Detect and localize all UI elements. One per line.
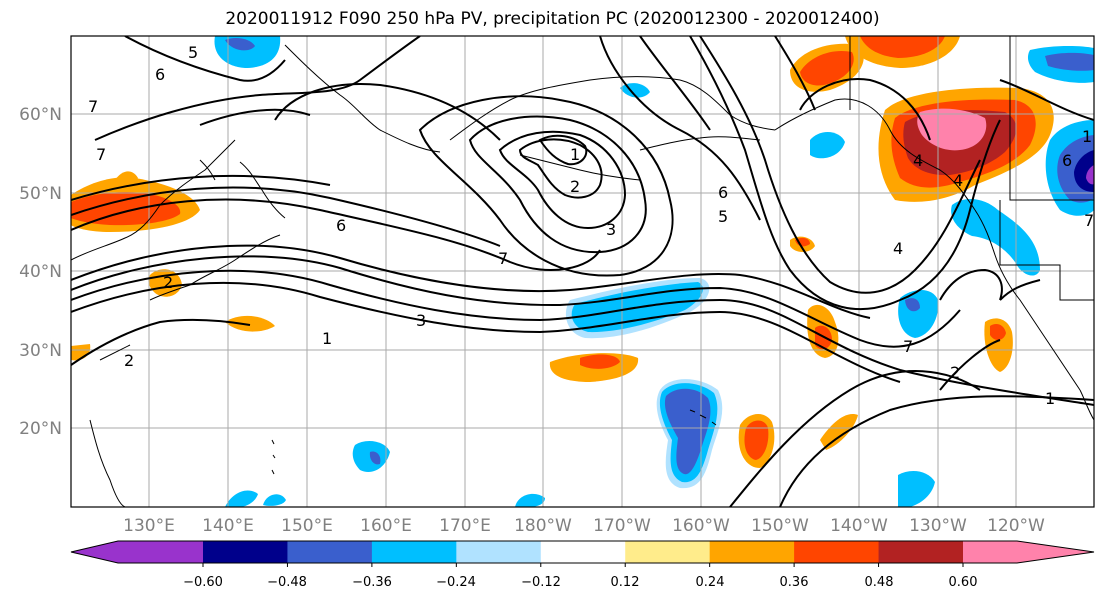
colorbar-tick-label: 0.60: [949, 575, 978, 590]
lon-label: 140°W: [830, 516, 888, 536]
colorbar-tick-label: −0.24: [436, 575, 476, 590]
colorbar-cell: [709, 541, 795, 563]
lon-label: 130°E: [123, 516, 175, 536]
map-frame: [70, 35, 1095, 508]
contour-labels: 5 6 7 7 6 2 2 1 3 7 1 2 3 6 5 4 7 2 1 6 …: [88, 43, 1094, 408]
latitude-labels: 60°N 50°N 40°N 30°N 20°N: [19, 105, 62, 439]
colorbar-tick-label: 0.36: [780, 575, 809, 590]
lon-label: 150°W: [751, 516, 809, 536]
colorbar-tick-label: −0.12: [521, 575, 561, 590]
pv-contours: [71, 36, 1094, 507]
lat-label-50n: 50°N: [19, 184, 62, 204]
lon-label: 180°W: [514, 516, 572, 536]
lat-label-40n: 40°N: [19, 262, 62, 282]
lon-label: 120°W: [987, 516, 1045, 536]
contour-label: 7: [1084, 211, 1094, 230]
contour-label: 7: [88, 97, 98, 116]
contour-label: 4: [893, 239, 903, 258]
contour-label: 7: [903, 337, 913, 356]
lon-label: 170°W: [593, 516, 651, 536]
colorbar-cell: [878, 541, 964, 563]
contour-label: 6: [155, 65, 165, 84]
contour-label: 1: [570, 145, 580, 164]
colorbar-extend-right: [963, 541, 1094, 563]
contour-label: 6: [1062, 151, 1072, 170]
lat-label-30n: 30°N: [19, 341, 62, 361]
contour-label: 3: [416, 311, 426, 330]
colorbar: −0.60 −0.48 −0.36 −0.24 −0.12 0.12 0.24 …: [70, 540, 1095, 590]
lon-label: 160°E: [360, 516, 412, 536]
colorbar-cell: [456, 541, 542, 563]
colorbar-cell: [794, 541, 880, 563]
contour-label: 2: [124, 351, 134, 370]
colorbar-tick-label: −0.60: [183, 575, 223, 590]
lon-label: 130°W: [909, 516, 967, 536]
longitude-labels: 130°E 140°E 150°E 160°E 170°E 180°W 170°…: [123, 516, 1045, 536]
colorbar-cell: [540, 541, 626, 563]
map-title: 2020011912 F090 250 hPa PV, precipitatio…: [225, 9, 880, 29]
contour-label: 6: [718, 183, 728, 202]
map-area: 5 6 7 7 6 2 2 1 3 7 1 2 3 6 5 4 7 2 1 6 …: [71, 36, 1094, 507]
colorbar-extend-left: [71, 541, 203, 563]
contour-label: 1: [322, 329, 332, 348]
contour-label: 3: [606, 220, 616, 239]
contour-label: 4: [953, 171, 963, 190]
lon-label: 170°E: [439, 516, 491, 536]
colorbar-ticks: −0.60 −0.48 −0.36 −0.24 −0.12 0.12 0.24 …: [183, 575, 977, 590]
contour-label: 5: [718, 207, 728, 226]
lat-label-20n: 20°N: [19, 419, 62, 439]
lon-label: 150°E: [281, 516, 333, 536]
contour-label: 2: [163, 273, 173, 292]
colorbar-tick-label: 0.24: [696, 575, 725, 590]
contour-label: 5: [188, 43, 198, 62]
colorbar-cell: [371, 541, 457, 563]
contour-label: 2: [570, 177, 580, 196]
contour-label: 6: [336, 216, 346, 235]
colorbar-cell: [287, 541, 373, 563]
colorbar-cell: [203, 541, 288, 563]
contour-label: 7: [498, 249, 508, 268]
colorbar-tick-label: −0.36: [352, 575, 392, 590]
colorbar-outline: [70, 540, 1095, 564]
lon-label: 160°W: [672, 516, 730, 536]
colorbar-tick-label: 0.48: [865, 575, 894, 590]
contour-label: 2: [950, 363, 960, 382]
colorbar-tick-label: −0.48: [267, 575, 307, 590]
contour-label: 1: [1082, 127, 1092, 146]
contour-label: 4: [913, 151, 923, 170]
colorbar-cell: [625, 541, 711, 563]
colorbar-cells: [70, 540, 1095, 567]
lat-label-60n: 60°N: [19, 105, 62, 125]
lon-label: 140°E: [202, 516, 254, 536]
contour-label: 7: [96, 145, 106, 164]
contour-label: 1: [1045, 389, 1055, 408]
colorbar-tick-label: 0.12: [611, 575, 640, 590]
